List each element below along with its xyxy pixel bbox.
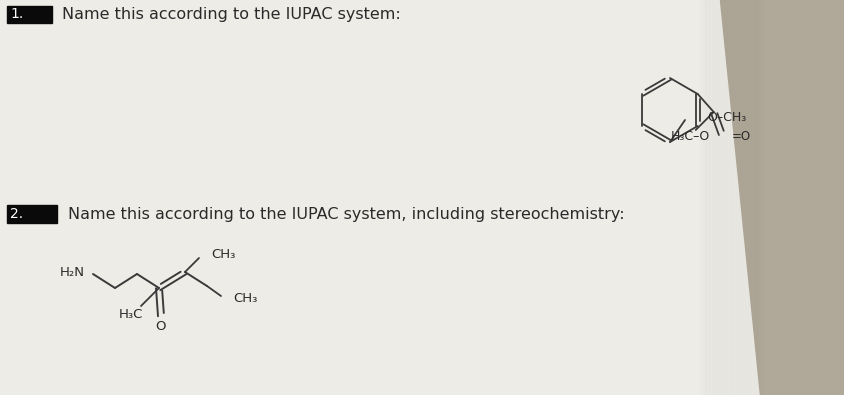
- Text: 2.: 2.: [10, 207, 23, 221]
- Text: Name this according to the IUPAC system:: Name this according to the IUPAC system:: [62, 6, 401, 21]
- Bar: [712, 0, 718, 395]
- Text: O: O: [156, 320, 166, 333]
- Bar: [739, 0, 745, 395]
- Bar: [715, 0, 721, 395]
- Text: H₂N: H₂N: [60, 265, 85, 278]
- Bar: [736, 0, 742, 395]
- Bar: [757, 0, 763, 395]
- Bar: [703, 0, 709, 395]
- Bar: [709, 0, 715, 395]
- Bar: [754, 0, 760, 395]
- Bar: [700, 0, 706, 395]
- Text: H₃C: H₃C: [119, 307, 143, 320]
- Text: CH₃: CH₃: [211, 248, 235, 260]
- Bar: [745, 0, 751, 395]
- Text: H₃C–O: H₃C–O: [671, 130, 710, 143]
- Bar: [718, 0, 724, 395]
- Bar: [706, 0, 712, 395]
- Bar: [742, 0, 748, 395]
- Bar: [727, 0, 733, 395]
- Polygon shape: [720, 0, 844, 395]
- Bar: [7, 6, 52, 23]
- Bar: [730, 0, 736, 395]
- Text: 1.: 1.: [10, 7, 24, 21]
- Text: O–CH₃: O–CH₃: [707, 111, 746, 124]
- Bar: [733, 0, 739, 395]
- Bar: [7, 205, 57, 223]
- Bar: [751, 0, 757, 395]
- Text: CH₃: CH₃: [233, 292, 257, 305]
- Text: Name this according to the IUPAC system, including stereochemistry:: Name this according to the IUPAC system,…: [68, 207, 625, 222]
- Text: =O: =O: [732, 130, 751, 143]
- Bar: [748, 0, 754, 395]
- Bar: [724, 0, 730, 395]
- Bar: [721, 0, 727, 395]
